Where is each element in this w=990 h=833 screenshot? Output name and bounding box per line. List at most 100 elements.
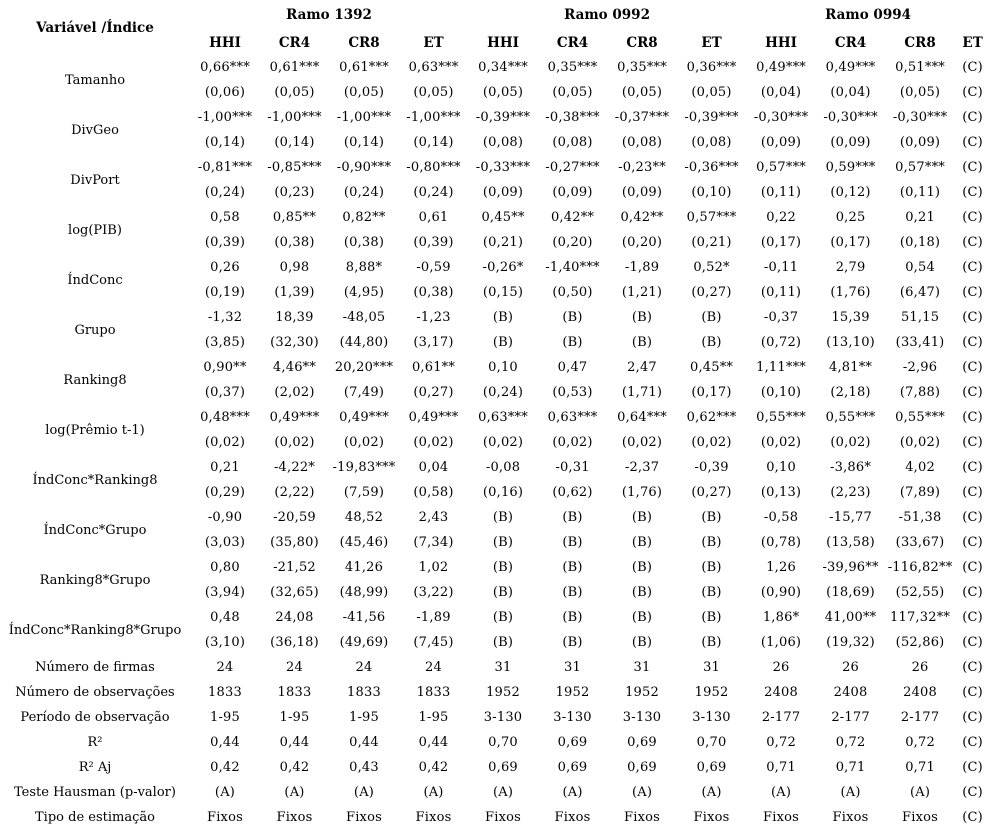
coef-cell: -0,30*** xyxy=(823,110,878,125)
se-cell: (1,39) xyxy=(274,285,315,300)
se-cell: (0,11) xyxy=(899,185,941,200)
coef-cell: 0,90** xyxy=(203,360,247,375)
coef-cell: (C) xyxy=(962,410,983,425)
se-cell: (0,05) xyxy=(691,85,732,100)
coef-cell: 0,54 xyxy=(905,260,935,275)
coef-cell: 0,49*** xyxy=(339,410,389,425)
coef-cell: 0,42 xyxy=(279,760,310,775)
coef-cell: -0,36*** xyxy=(684,160,739,175)
coef-cell: -0,39*** xyxy=(684,110,739,125)
coef-cell: 1-95 xyxy=(418,710,449,725)
coef-cell: 1,11*** xyxy=(756,360,806,375)
se-cell: (0,23) xyxy=(274,185,315,200)
se-cell: (52,55) xyxy=(895,585,945,600)
coef-cell: 51,15 xyxy=(900,310,940,325)
coef-cell: 1952 xyxy=(555,685,590,700)
coef-cell: 0,69 xyxy=(627,760,657,775)
coef-cell: -0,38*** xyxy=(545,110,600,125)
coef-cell: 0,63*** xyxy=(478,410,528,425)
table-row: Período de observação 1-95 1-95 1-95 1-95 3-1… xyxy=(0,705,990,730)
se-cell: (3,85) xyxy=(204,335,246,350)
se-cell: (4,95) xyxy=(343,285,385,300)
coef-cell: 0,55*** xyxy=(825,410,876,425)
se-cell: (35,80) xyxy=(270,535,319,550)
coef-cell: 26 xyxy=(842,660,860,675)
coef-cell: 2-177 xyxy=(761,710,801,725)
coef-cell: 41,00** xyxy=(824,610,877,625)
coef-cell: 0,10 xyxy=(766,460,796,475)
row-label: ÍndConc xyxy=(67,272,123,288)
coef-cell: 0,26 xyxy=(210,260,240,275)
se-cell: (0,38) xyxy=(274,235,315,250)
coef-cell: (A) xyxy=(353,785,375,800)
se-cell: (0,78) xyxy=(760,535,802,550)
se-cell: (0,24) xyxy=(204,185,246,200)
table-row: Ranking8*Grupo 0,80 -21,52 41,26 1,02 (B) (B) (… xyxy=(0,555,990,588)
se-cell: (0,11) xyxy=(760,285,802,300)
table-row-se: (0,14) (0,14) (0,14) (0,14) (0,08) (0,08) (0,0… xyxy=(0,130,990,155)
coef-cell: -0,58 xyxy=(763,510,799,525)
se-cell: (2,22) xyxy=(274,485,315,500)
coef-cell: Fixos xyxy=(276,810,313,825)
coef-cell: (A) xyxy=(562,785,583,800)
coef-cell: 0,57*** xyxy=(895,160,945,175)
coef-cell: (B) xyxy=(701,610,722,625)
coef-cell: 0,72 xyxy=(766,735,796,750)
column-header: HHI xyxy=(487,34,519,51)
coef-cell: -0,59 xyxy=(416,260,451,275)
coef-cell: 31 xyxy=(703,660,721,675)
se-cell: (0,14) xyxy=(413,135,454,150)
row-label: ÍndConc*Ranking8*Grupo xyxy=(8,622,182,638)
coef-cell: 0,43 xyxy=(349,760,379,775)
se-cell: (0,14) xyxy=(274,135,315,150)
coef-cell: -1,00*** xyxy=(197,110,253,125)
coef-cell: -0,90*** xyxy=(336,160,392,175)
se-cell: (0,05) xyxy=(343,85,385,100)
coef-cell: Fixos xyxy=(763,810,800,825)
coef-cell: Fixos xyxy=(832,810,869,825)
coef-cell: (B) xyxy=(631,560,653,575)
column-header: CR4 xyxy=(278,34,311,51)
row-label: R² Aj xyxy=(78,760,112,775)
coef-cell: (C) xyxy=(962,310,983,325)
coef-cell: 1,26 xyxy=(766,560,796,575)
row-label: Grupo xyxy=(74,322,116,338)
se-cell: (0,06) xyxy=(204,85,246,100)
table-row: log(Prêmio t-1) 0,48*** 0,49*** 0,49*** 0,49… xyxy=(0,405,990,438)
se-cell: (0,53) xyxy=(552,385,593,400)
se-cell: (B) xyxy=(631,535,653,550)
coef-cell: 0,35*** xyxy=(547,60,598,75)
table-row: ÍndConc*Grupo -0,90 -20,59 48,52 2,43 (B) (B) (… xyxy=(0,505,990,538)
coef-cell: 0,10 xyxy=(488,360,518,375)
se-cell: (0,08) xyxy=(482,135,524,150)
coef-cell: (C) xyxy=(962,610,983,625)
se-cell: (49,69) xyxy=(339,635,389,650)
coef-cell: (C) xyxy=(962,160,983,175)
row-label: Teste Hausman (p-valor) xyxy=(14,785,176,800)
coef-cell: -0,27*** xyxy=(545,160,600,175)
coef-cell: -1,32 xyxy=(207,310,243,325)
coef-cell: (B) xyxy=(631,510,653,525)
coef-cell: 0,80 xyxy=(210,560,240,575)
coef-cell: 18,39 xyxy=(275,310,314,325)
se-cell: (B) xyxy=(562,535,583,550)
table-header: Variável /Índice Ramo 1392 Ramo 0992 Ramo 0… xyxy=(0,0,990,55)
table-row: DivPort -0,81*** -0,85*** -0,90*** -0,80*** -… xyxy=(0,155,990,188)
coef-cell: 3-130 xyxy=(692,710,731,725)
coef-cell: 0,47 xyxy=(557,360,588,375)
coef-cell: 0,62*** xyxy=(686,410,737,425)
column-header: HHI xyxy=(765,34,797,51)
row-label: Ranking8*Grupo xyxy=(39,572,151,588)
coef-cell: -0,31 xyxy=(555,460,590,475)
coef-cell: 0,61 xyxy=(418,210,449,225)
se-cell: (0,09) xyxy=(830,135,871,150)
coef-cell: 0,61*** xyxy=(269,60,320,75)
se-cell: (0,05) xyxy=(274,85,315,100)
row-label: DivPort xyxy=(70,172,120,188)
se-cell: (32,65) xyxy=(270,585,319,600)
coef-cell: 0,57*** xyxy=(756,160,806,175)
se-cell: (0,09) xyxy=(621,185,663,200)
se-cell: (36,18) xyxy=(270,635,319,650)
table-row-se: (3,85) (32,30) (44,80) (3,17) (B) (B) (B) (B) (0… xyxy=(0,330,990,355)
